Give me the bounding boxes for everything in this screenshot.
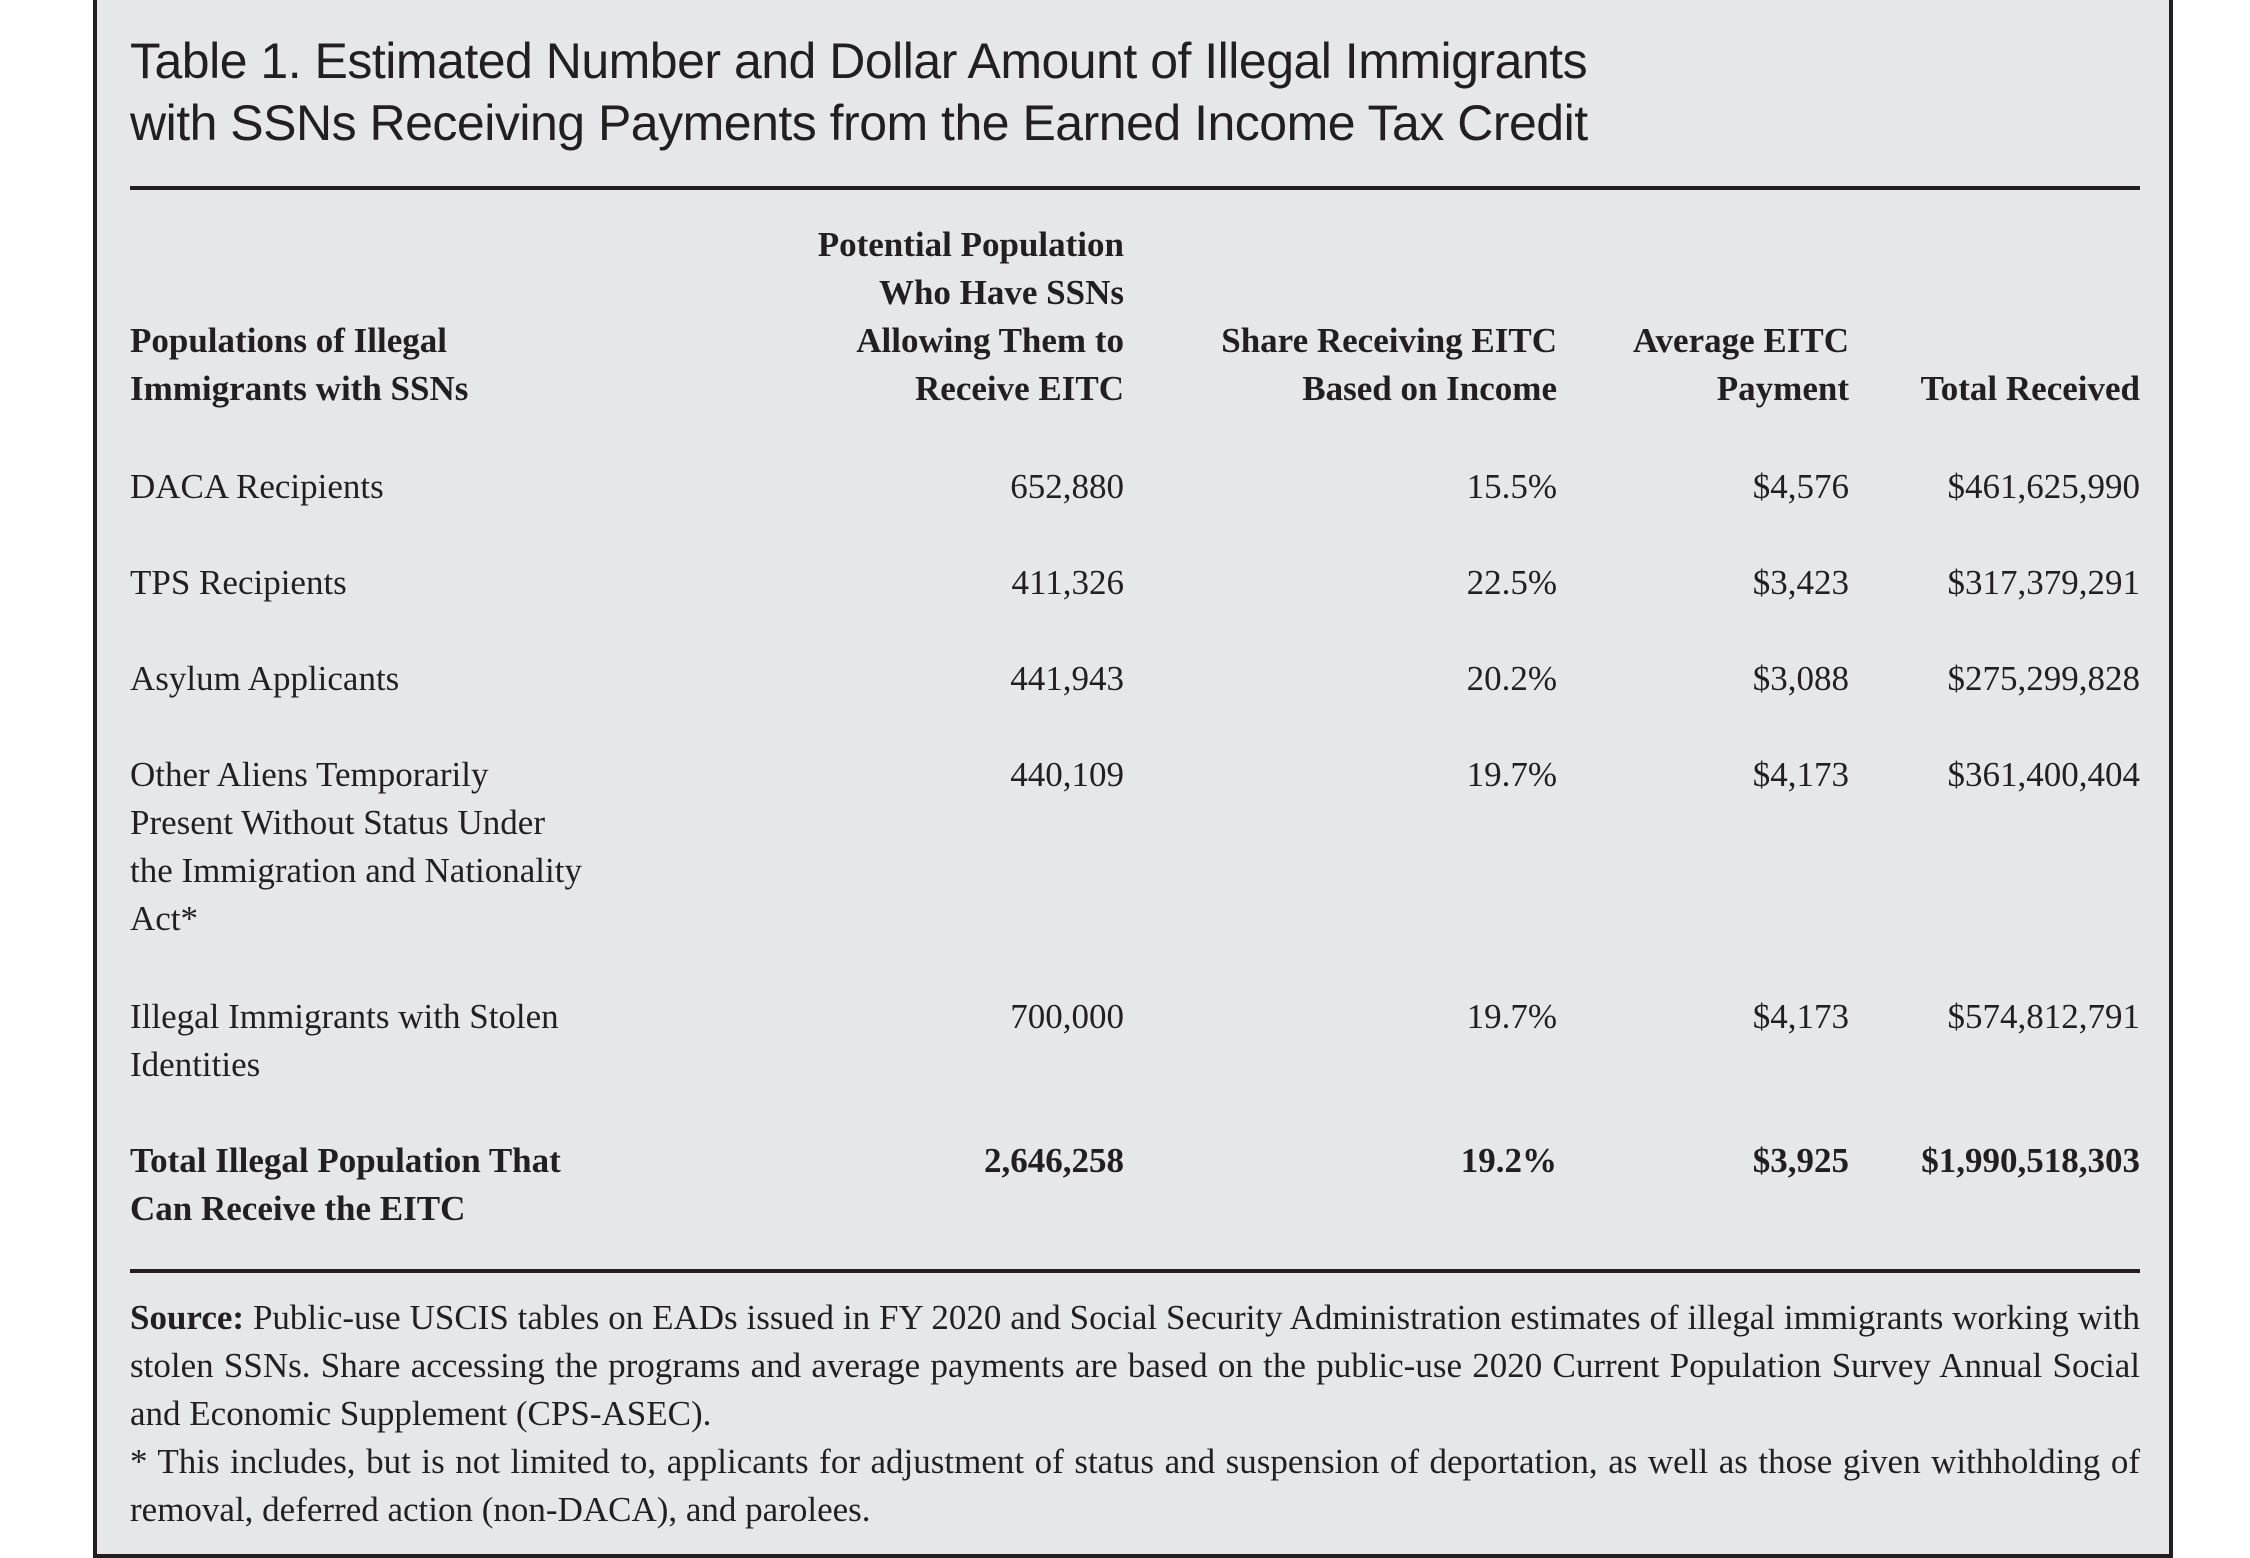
header-population-group: Populations of Illegal Immigrants with S… (130, 317, 690, 413)
cell-total: $317,379,291 (1947, 563, 2141, 602)
cell-total: $1,990,518,303 (1921, 1141, 2140, 1180)
cell-share: 22.5% (1466, 563, 1557, 602)
cell-share: 19.2% (1460, 1141, 1557, 1180)
row-label: Other Aliens Temporarily Present Without … (130, 751, 690, 943)
cell-share: 20.2% (1466, 659, 1557, 698)
footnote: * This includes, but is not limited to, … (130, 1442, 2140, 1529)
cell-total: $574,812,791 (1947, 997, 2141, 1036)
table-title-line-1: Table 1. Estimated Number and Dollar Amo… (130, 33, 1588, 89)
cell-avg: $3,925 (1752, 1141, 1849, 1180)
cell-population: 441,943 (1010, 659, 1124, 698)
header-average-payment: Average EITC Payment (1589, 317, 1849, 413)
header-line: Share Receiving EITC (1221, 321, 1557, 360)
cell-avg: $3,088 (1752, 659, 1849, 698)
table-title-line-2: with SSNs Receiving Payments from the Ea… (130, 95, 1588, 151)
header-line: Potential Population (817, 225, 1124, 264)
cell-avg: $4,173 (1752, 997, 1849, 1036)
source-note: Source: Public-use USCIS tables on EADs … (130, 1294, 2140, 1438)
table-frame (93, 0, 2173, 1558)
row-label-line: Present Without Status Under (130, 803, 545, 842)
cell-population: 411,326 (1011, 563, 1124, 602)
row-label-line: TPS Recipients (130, 563, 347, 602)
header-line: Receive EITC (915, 369, 1124, 408)
notes-divider (130, 1269, 2140, 1273)
cell-avg: $4,576 (1752, 467, 1849, 506)
row-label-line: Other Aliens Temporarily (130, 755, 489, 794)
header-line: Based on Income (1302, 369, 1557, 408)
source-label: Source: (130, 1298, 245, 1337)
row-label: Asylum Applicants (130, 655, 690, 703)
cell-share: 15.5% (1466, 467, 1557, 506)
cell-avg: $4,173 (1752, 755, 1849, 794)
row-label-line: Can Receive the EITC (130, 1189, 466, 1228)
cell-avg: $3,423 (1752, 563, 1849, 602)
cell-population: 2,646,258 (984, 1141, 1124, 1180)
header-line: Average EITC (1632, 321, 1849, 360)
cell-total: $461,625,990 (1947, 467, 2141, 506)
cell-total: $275,299,828 (1947, 659, 2141, 698)
header-potential-population: Potential Population Who Have SSNs Allow… (704, 221, 1124, 413)
header-share-receiving: Share Receiving EITC Based on Income (1137, 317, 1557, 413)
header-line: Payment (1716, 369, 1849, 408)
row-label: TPS Recipients (130, 559, 690, 607)
header-line: Who Have SSNs (878, 273, 1124, 312)
row-label-line: Total Illegal Population That (130, 1141, 561, 1180)
row-label: Illegal Immigrants with Stolen Identities (130, 993, 690, 1089)
row-label-line: Act* (130, 899, 199, 938)
header-line: Immigrants with SSNs (130, 369, 469, 408)
row-label-line: Illegal Immigrants with Stolen (130, 997, 559, 1036)
row-label-line: DACA Recipients (130, 467, 384, 506)
cell-population: 652,880 (1010, 467, 1124, 506)
header-line: Populations of Illegal (130, 321, 447, 360)
header-total-received: Total Received (1840, 365, 2140, 413)
header-line: Allowing Them to (856, 321, 1124, 360)
row-label-line: the Immigration and Nationality (130, 851, 582, 890)
title-divider (130, 186, 2140, 190)
cell-total: $361,400,404 (1947, 755, 2141, 794)
cell-population: 440,109 (1010, 755, 1124, 794)
cell-population: 700,000 (1010, 997, 1124, 1036)
source-text: Public-use USCIS tables on EADs issued i… (130, 1298, 2140, 1433)
cell-share: 19.7% (1466, 997, 1557, 1036)
header-line: Total Received (1920, 369, 2140, 408)
row-label-line: Identities (130, 1045, 261, 1084)
row-label-line: Asylum Applicants (130, 659, 400, 698)
row-label: Total Illegal Population That Can Receive… (130, 1137, 690, 1233)
cell-share: 19.7% (1466, 755, 1557, 794)
row-label: DACA Recipients (130, 463, 690, 511)
